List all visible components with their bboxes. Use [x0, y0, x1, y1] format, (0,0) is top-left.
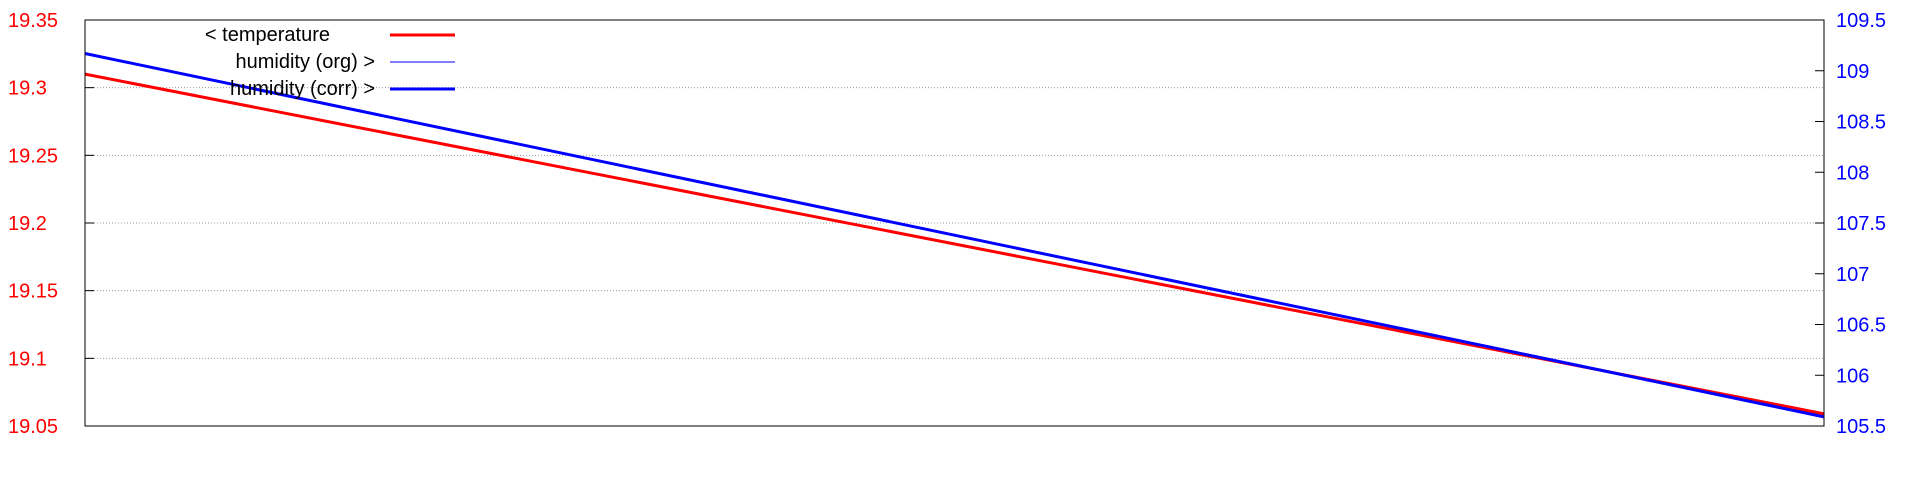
left-tick-label: 19.3 — [8, 78, 47, 100]
grid-lines — [85, 87, 1824, 359]
series-line-3 — [84, 52, 1825, 419]
left-tick-label: 19.25 — [8, 145, 58, 167]
right-axis: 105.5 106 106.5 107 107.5 108 108.5 109 109.5 — [1815, 10, 1886, 438]
left-axis: 19.05 19.1 19.15 19.2 19.25 19.3 19.35 — [8, 10, 94, 438]
series-lines — [84, 52, 1825, 419]
right-tick-label: 109 — [1836, 61, 1869, 83]
right-tick-label: 108 — [1836, 162, 1869, 184]
legend: < temperature humidity (org) > humidity (c… — [205, 24, 455, 100]
right-tick-label: 105.5 — [1836, 416, 1886, 438]
right-tick-label: 106.5 — [1836, 315, 1886, 337]
left-tick-label: 19.35 — [8, 10, 58, 32]
right-tick-label: 107.5 — [1836, 213, 1886, 235]
left-tick-label: 19.1 — [8, 348, 47, 370]
right-tick-label: 109.5 — [1836, 10, 1886, 32]
legend-label: humidity (corr) > — [230, 78, 375, 100]
right-tick-label: 107 — [1836, 264, 1869, 286]
left-tick-label: 19.2 — [8, 213, 47, 235]
left-tick-label: 19.05 — [8, 416, 58, 438]
legend-label: humidity (org) > — [236, 51, 376, 73]
right-tick-label: 108.5 — [1836, 112, 1886, 134]
legend-label: < temperature — [205, 24, 330, 46]
right-tick-label: 106 — [1836, 365, 1869, 387]
left-tick-label: 19.15 — [8, 281, 58, 303]
plot-frame — [84, 19, 1825, 427]
